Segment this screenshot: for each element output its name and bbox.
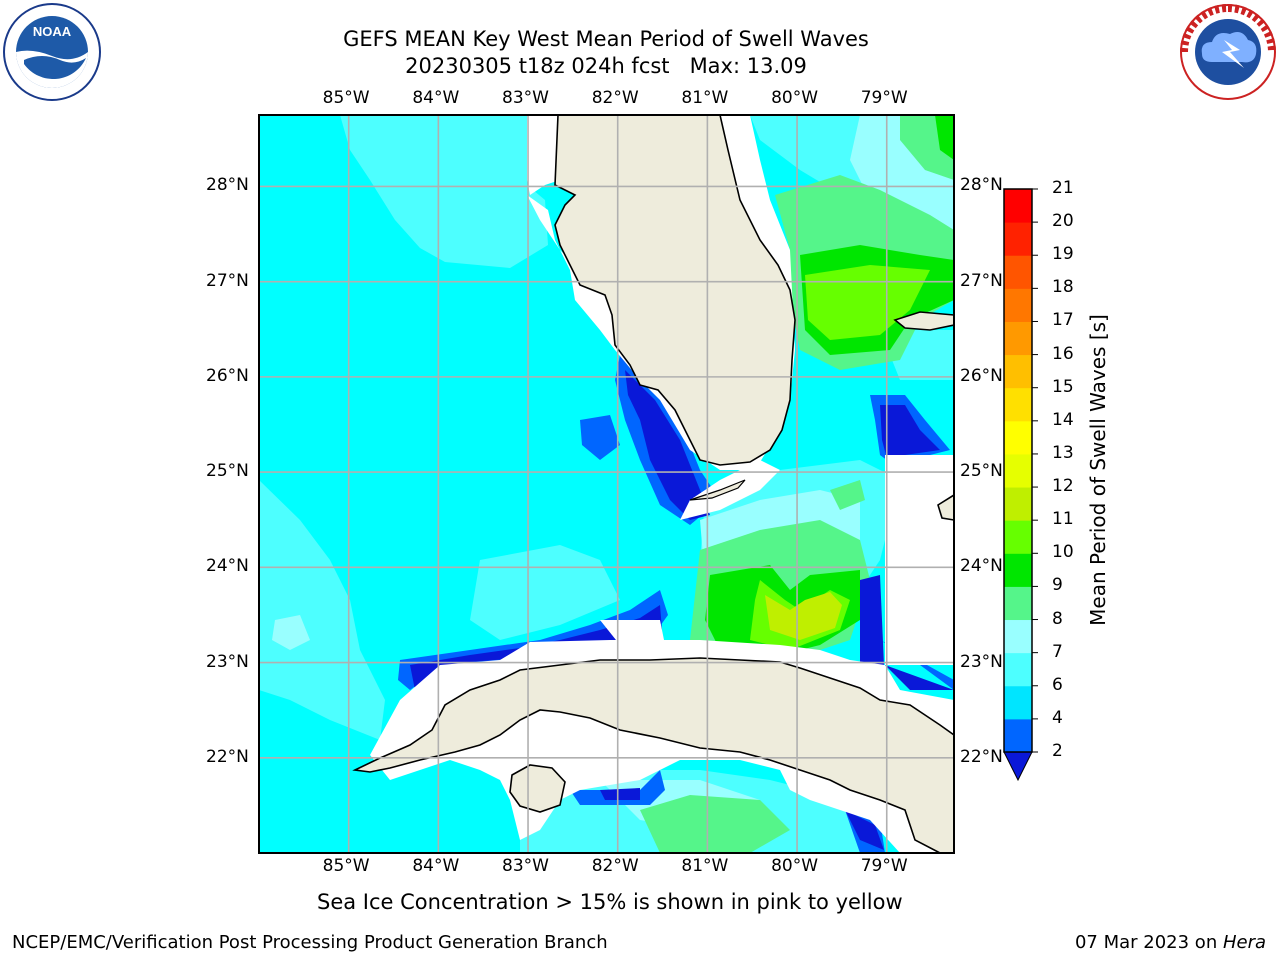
colorbar-tick-label: 15 (1052, 376, 1074, 397)
latitude-label-left: 28°N (206, 175, 249, 196)
colorbar-segment (1004, 387, 1032, 422)
longitude-label-bottom: 83°W (502, 856, 549, 876)
chart-title: GEFS MEAN Key West Mean Period of Swell … (0, 26, 1212, 80)
colorbar-segment (1004, 189, 1032, 223)
nws-logo (1180, 4, 1276, 100)
longitude-label-top: 85°W (322, 88, 370, 108)
longitude-label-top: 82°W (591, 88, 639, 108)
colorbar-tick-label: 7 (1052, 641, 1063, 662)
colorbar-tick-label: 20 (1052, 211, 1074, 232)
bahamas-land (893, 311, 954, 331)
longitude-label-bottom: 79°W (860, 856, 908, 876)
colorbar-tick-label: 12 (1052, 476, 1074, 497)
latitude-label-right: 28°N (960, 175, 1003, 196)
lat-lon-grid (259, 115, 954, 853)
colorbar-segment (1004, 222, 1032, 256)
colorbar-segment (1004, 420, 1032, 455)
footer-host: Hera (1222, 932, 1266, 953)
colorbar-segment (1004, 586, 1032, 621)
footer-date: 07 Mar 2023 on Hera (1075, 932, 1266, 953)
colorbar-segment (1004, 354, 1032, 389)
colorbar-segment (1004, 255, 1032, 289)
florida-keys (689, 479, 746, 501)
colorbar-tick-label: 10 (1052, 542, 1074, 563)
map-frame (258, 114, 955, 854)
colorbar-tick-label: 18 (1052, 277, 1074, 298)
sea-ice-note: Sea Ice Concentration > 15% is shown in … (317, 890, 903, 914)
latitude-label-right: 26°N (960, 365, 1003, 386)
longitude-label-bottom: 82°W (591, 856, 639, 876)
noaa-logo-text: NOAA (33, 24, 72, 39)
colorbar-segment (1004, 619, 1032, 654)
longitude-label-top: 79°W (860, 88, 908, 108)
colorbar-tick-label: 14 (1052, 409, 1074, 430)
colorbar-extend-arrow (1003, 751, 1033, 782)
latitude-label-left: 24°N (206, 556, 249, 577)
latitude-label-right: 22°N (960, 746, 1003, 767)
colorbar-tick-label: 2 (1052, 741, 1063, 761)
colorbar-segment (1004, 652, 1032, 687)
longitude-label-top: 81°W (681, 88, 729, 108)
cuba-land (352, 657, 954, 853)
noaa-logo: NOAA (3, 3, 101, 101)
bahamas-andros (937, 494, 954, 521)
colorbar-segment (1004, 321, 1032, 356)
contour-11-13s (765, 592, 842, 640)
longitude-label-bottom: 81°W (681, 856, 729, 876)
colorbar-tick-label: 6 (1052, 674, 1063, 695)
colorbar-tick-label: 8 (1052, 608, 1063, 629)
colorbar-tick-label: 19 (1052, 244, 1074, 265)
colorbar-segment (1004, 520, 1032, 554)
longitude-label-top: 83°W (502, 88, 549, 108)
colorbar-tick-label: 17 (1052, 310, 1074, 331)
colorbar-segment (1004, 718, 1032, 753)
latitude-label-left: 22°N (206, 746, 249, 767)
latitude-label-left: 25°N (206, 461, 249, 482)
colorbar-tick-label: 21 (1052, 178, 1074, 198)
longitude-label-bottom: 84°W (412, 856, 460, 876)
colorbar-tick-label: 16 (1052, 343, 1074, 364)
colorbar-segment (1004, 288, 1032, 322)
latitude-label-right: 23°N (960, 651, 1003, 672)
colorbar (1003, 188, 1038, 782)
latitude-label-left: 26°N (206, 365, 249, 386)
map-plot-area (259, 115, 954, 853)
longitude-label-bottom: 80°W (771, 856, 819, 876)
latitude-label-right: 24°N (960, 556, 1003, 577)
footer-date-text: 07 Mar 2023 on (1074, 932, 1223, 953)
colorbar-segment (1004, 553, 1032, 587)
colorbar-tick-label: 4 (1052, 707, 1063, 728)
longitude-label-top: 84°W (412, 88, 460, 108)
latitude-label-left: 27°N (206, 270, 249, 291)
longitude-label-bottom: 85°W (322, 856, 370, 876)
isla-juventud (509, 764, 566, 813)
title-line-1: GEFS MEAN Key West Mean Period of Swell … (343, 27, 869, 51)
colorbar-label: Mean Period of Swell Waves [s] (1086, 314, 1110, 626)
colorbar-segment (1004, 487, 1032, 521)
colorbar-segment (1004, 453, 1032, 488)
colorbar-tick-label: 9 (1052, 575, 1063, 596)
title-line-2: 20230305 t18z 024h fcst Max: 13.09 (405, 54, 807, 78)
colorbar-tick-label: 11 (1052, 509, 1074, 530)
footer-credit: NCEP/EMC/Verification Post Processing Pr… (12, 932, 608, 953)
colorbar-segment (1004, 685, 1032, 720)
latitude-label-right: 25°N (960, 461, 1003, 482)
longitude-label-top: 80°W (771, 88, 819, 108)
colorbar-frame (1003, 188, 1033, 753)
colorbar-tick-label: 13 (1052, 442, 1074, 463)
latitude-label-right: 27°N (960, 270, 1003, 291)
latitude-label-left: 23°N (206, 651, 249, 672)
